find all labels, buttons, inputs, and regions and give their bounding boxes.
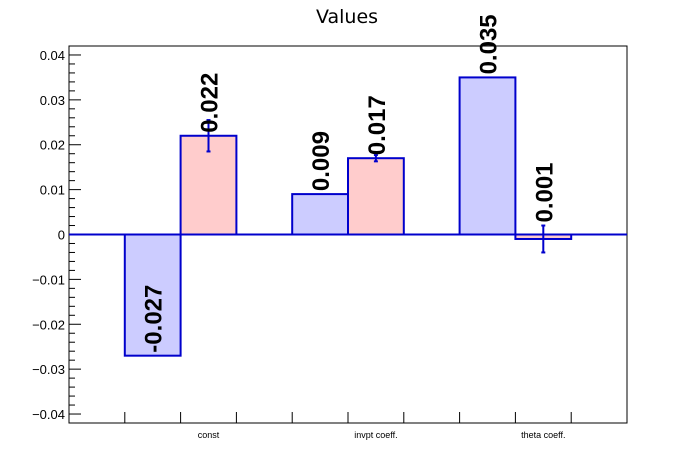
value-label: 0.001 (531, 162, 558, 222)
y-tick-label: 0.03 (40, 93, 65, 108)
y-tick-label: −0.02 (32, 317, 65, 332)
bar (291, 193, 350, 236)
y-tick-label: −0.03 (32, 362, 65, 377)
y-tick-label: 0.01 (40, 183, 65, 198)
value-label: 0.009 (308, 131, 335, 191)
x-tick-label: theta coeff. (521, 430, 565, 440)
bar (458, 76, 517, 236)
x-tick-label: const (198, 430, 220, 440)
y-tick-label: 0.02 (40, 138, 65, 153)
x-axis: const invpt coeff. theta coeff. (124, 412, 572, 440)
y-tick-label: 0.04 (40, 48, 65, 63)
value-label: 0.017 (364, 95, 391, 155)
y-tick-label: −0.01 (32, 272, 65, 287)
y-tick-label: 0 (58, 228, 65, 243)
error-bars (206, 119, 546, 254)
value-labels: -0.027 0.009 0.035 0.022 0.017 0.001 (141, 14, 559, 352)
bar (123, 233, 182, 357)
bar (179, 134, 238, 236)
value-label: 0.035 (476, 14, 503, 74)
bars (123, 76, 573, 357)
value-label: -0.027 (141, 285, 168, 353)
x-tick-label: invpt coeff. (354, 430, 397, 440)
bar (347, 157, 405, 236)
chart-title: Values (316, 6, 378, 28)
value-label: 0.022 (197, 73, 224, 133)
y-tick-label: −0.04 (32, 407, 65, 422)
